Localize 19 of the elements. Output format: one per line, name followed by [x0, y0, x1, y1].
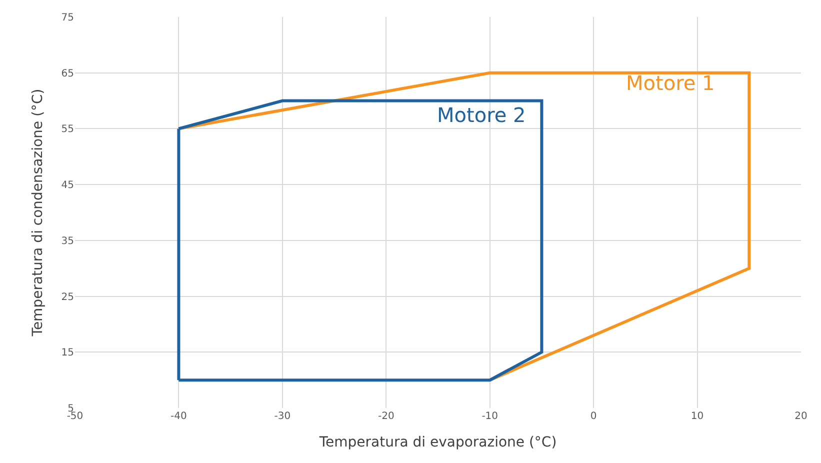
x-tick-label: -10: [482, 411, 498, 422]
series-label: Motore 1: [626, 71, 715, 95]
y-tick-label: 15: [61, 348, 74, 359]
x-axis-title: Temperatura di evaporazione (°C): [318, 434, 557, 450]
x-tick-label: -30: [274, 411, 291, 422]
y-axis-title: Temperatura di condensazione (°C): [30, 88, 46, 338]
x-tick-label: 20: [794, 411, 808, 422]
y-tick-label: 25: [61, 292, 74, 303]
series-label: Motore 2: [437, 103, 526, 127]
x-tick-label: -20: [378, 411, 394, 422]
y-tick-label: 35: [61, 236, 74, 247]
y-tick-label: 45: [61, 180, 74, 192]
x-tick-label: 10: [690, 411, 704, 422]
y-tick-label: 55: [61, 124, 74, 136]
y-tick-label: 75: [61, 12, 74, 24]
x-tick-label: -50: [66, 411, 84, 422]
x-tick-label: -40: [170, 411, 187, 422]
y-tick-label: 65: [61, 68, 74, 80]
x-tick-label: 0: [590, 411, 597, 422]
